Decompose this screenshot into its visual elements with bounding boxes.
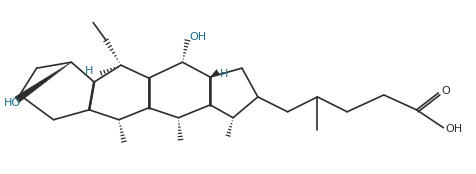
Text: OH: OH: [445, 124, 462, 134]
Text: H: H: [220, 69, 228, 79]
Text: O: O: [440, 86, 449, 96]
Text: HO: HO: [4, 98, 21, 108]
Text: OH: OH: [189, 32, 206, 42]
Polygon shape: [210, 70, 219, 77]
Polygon shape: [15, 62, 71, 103]
Text: H: H: [85, 66, 93, 76]
